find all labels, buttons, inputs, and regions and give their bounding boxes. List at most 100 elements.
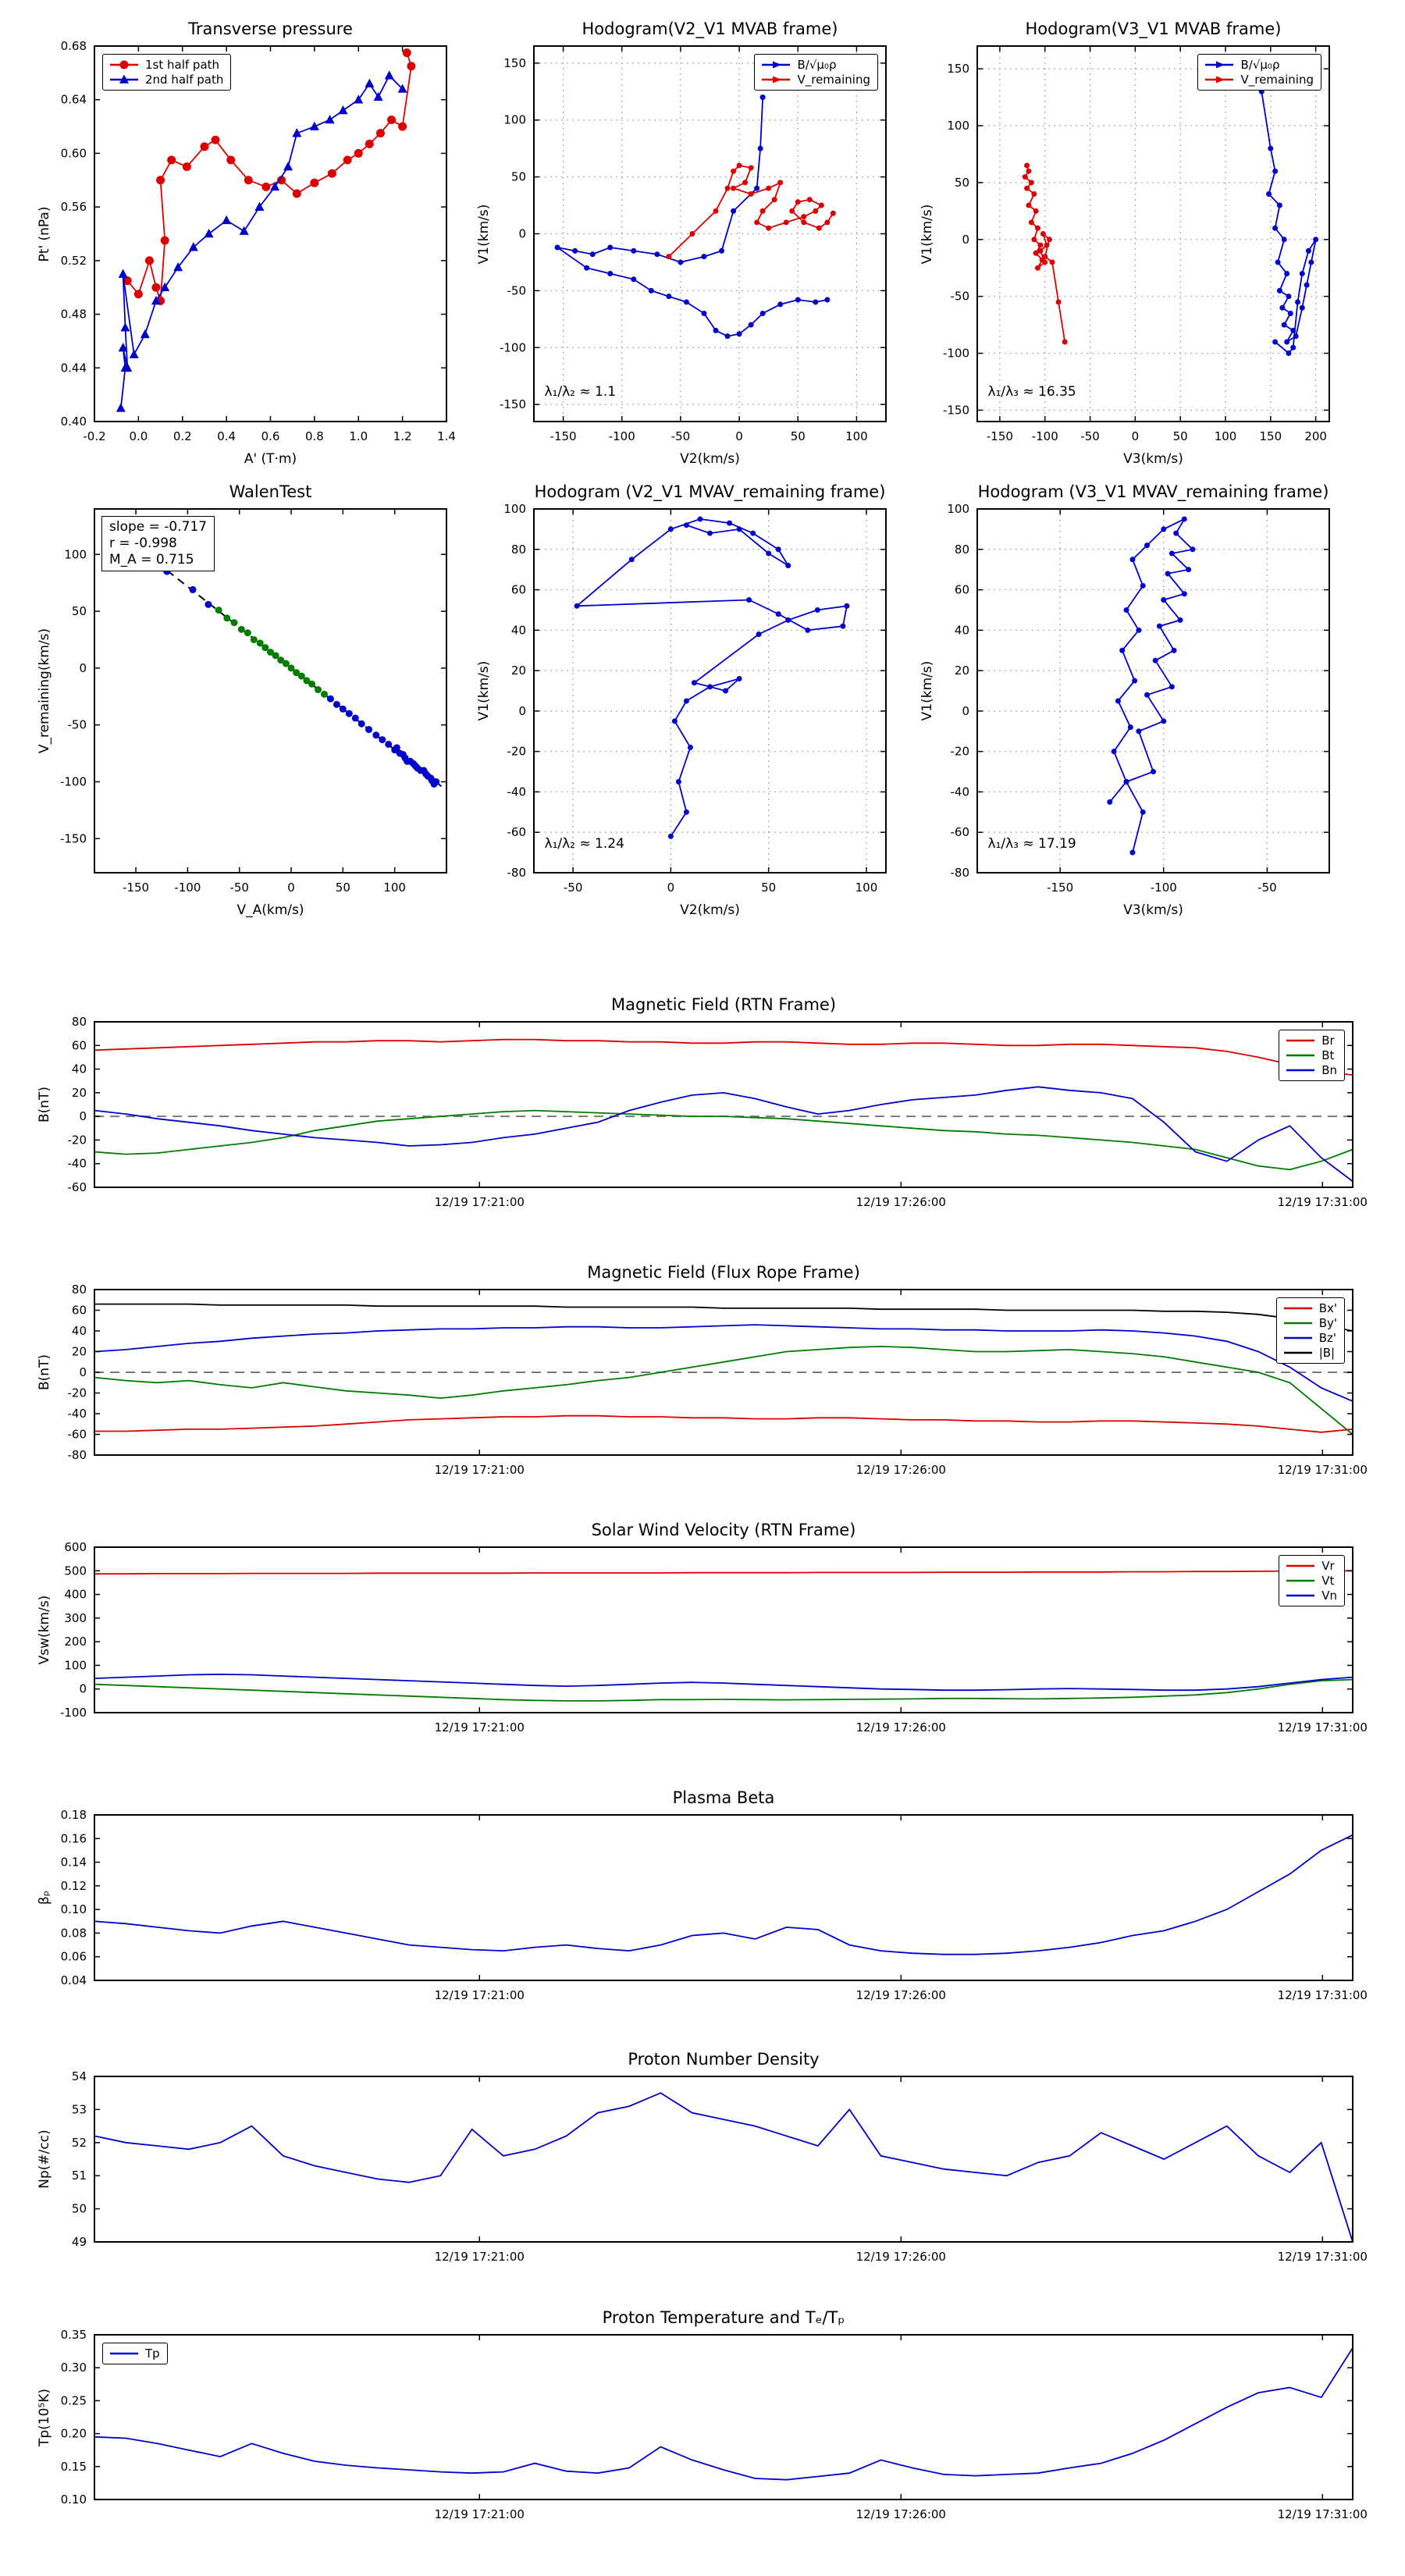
legend-swatch-icon (1286, 1579, 1315, 1582)
proton-temp-plot-area: 12/19 17:21:00 12/19 17:26:00 12/19 17:31:… (61, 2328, 1368, 2521)
legend-label: B/√μ₀ρ (797, 58, 837, 72)
y-tick-label: -100 (60, 775, 87, 789)
y-tick-label: 0 (79, 1365, 87, 1379)
legend-swatch-icon (1283, 1307, 1312, 1310)
x-tick-label: 12/19 17:26:00 (856, 1988, 946, 2002)
legend-entry: Tp (108, 2347, 160, 2360)
legend-swatch-icon (110, 60, 138, 69)
y-tick-label: 0 (518, 227, 526, 241)
legend-entry: Bz' (1282, 1332, 1337, 1344)
axes-frame (94, 508, 447, 873)
title-transverse-pressure: Transverse pressure (188, 20, 353, 38)
y-tick-label: 0.15 (61, 2460, 87, 2474)
legend-entry: Vt (1285, 1574, 1337, 1587)
title-mag-fluxrope: Magnetic Field (Flux Rope Frame) (587, 1263, 860, 1282)
legend-swatch-icon (762, 76, 791, 84)
y-tick-label: -150 (60, 831, 87, 845)
x-tick-label: 0.4 (217, 429, 236, 443)
y-tick-label: -80 (68, 1448, 87, 1462)
y-tick-label: 100 (947, 119, 969, 133)
x-tick-label: 12/19 17:31:00 (1278, 1720, 1368, 1735)
y-tick-label: 600 (64, 1540, 87, 1554)
y-tick-label: 40 (72, 1324, 87, 1338)
series-line (94, 1570, 1353, 1575)
title-hodogram-v2v1-mvab: Hodogram(V2_V1 MVAB frame) (582, 20, 838, 38)
y-tick-label: 300 (64, 1611, 87, 1625)
y-tick-label: 40 (955, 623, 969, 637)
legend-swatch-icon (1283, 1322, 1312, 1325)
x-tick-label: -100 (609, 429, 635, 443)
x-tick-label: 0 (735, 429, 743, 443)
legend-label: Br (1321, 1034, 1335, 1048)
legend-transverse-pressure: 1st half path 2nd half path (102, 54, 232, 91)
y-tick-label: 0.04 (61, 1973, 87, 1987)
x-tick-label: -100 (1032, 429, 1058, 443)
x-tick-label: -50 (671, 429, 691, 443)
legend-entry: Bt (1285, 1049, 1337, 1062)
panel-walen-test: -150 -100 -50 0 50 100 -150 -100 -50 0 50 100 WalenT… (37, 482, 447, 918)
y-tick-label: 500 (64, 1564, 87, 1578)
panel-hodogram-v2v1-mvab: -150 -100 -50 0 50 100 -150 -100 -50 0 50 100 150 Hod… (476, 20, 887, 467)
y-tick-label: -20 (68, 1133, 87, 1147)
hodogram-v2v1-mvab-plot-area: -150 -100 -50 0 50 100 -150 -100 -50 0 50 100 150 (500, 45, 887, 443)
legend-entry: By' (1282, 1317, 1337, 1329)
legend-mag-fluxrope: Bx' By' Bz' |B| (1275, 1297, 1345, 1364)
title-hodogram-v3v1-mvab: Hodogram(V3_V1 MVAB frame) (1025, 20, 1282, 38)
panel-mag-rtn: 12/19 17:21:00 12/19 17:26:00 12/19 17:31:… (37, 995, 1368, 1209)
xlabel-hodogram-v2v1-mvab: V2(km/s) (680, 451, 740, 467)
series-line (94, 2347, 1353, 2481)
legend-label: Vt (1321, 1574, 1335, 1588)
mag-rtn-plot-area: 12/19 17:21:00 12/19 17:26:00 12/19 17:31:… (68, 1015, 1368, 1209)
legend-label: Vn (1321, 1589, 1337, 1603)
y-tick-label: 150 (947, 62, 969, 76)
series-line (94, 1678, 1353, 1702)
legend-swatch-icon (1283, 1351, 1312, 1354)
title-velocity-rtn: Solar Wind Velocity (RTN Frame) (591, 1521, 856, 1539)
legend-swatch-icon (1283, 1336, 1312, 1340)
y-tick-label: 80 (72, 1283, 87, 1297)
y-tick-label: 50 (955, 176, 969, 190)
y-tick-label: 50 (72, 604, 87, 618)
title-walen-test: WalenTest (229, 482, 312, 501)
ylabel-mag-fluxrope: B(nT) (37, 1354, 52, 1391)
x-tick-label: 0 (1132, 429, 1140, 443)
ylabel-transverse-pressure: Pt' (nPa) (37, 206, 52, 262)
proton-density-plot-area: 12/19 17:21:00 12/19 17:26:00 12/19 17:31:… (72, 2069, 1368, 2264)
ylabel-hodogram-v3v1-mvav: V1(km/s) (919, 660, 935, 721)
title-plasma-beta: Plasma Beta (672, 1788, 775, 1807)
legend-proton-temp: Tp (102, 2343, 168, 2364)
hodogram-v3v1-mvav-plot-area: -150 -100 -50 -80 -60 -40 -20 0 20 40 60 80 100 (947, 502, 1330, 895)
x-tick-label: 50 (791, 429, 806, 443)
legend-entry: Vr (1285, 1560, 1337, 1572)
y-tick-label: 0.18 (61, 1808, 87, 1822)
x-tick-label: -150 (1047, 881, 1073, 895)
x-tick-label: 12/19 17:21:00 (435, 2507, 525, 2521)
x-tick-label: 12/19 17:31:00 (1278, 1463, 1368, 1477)
panel-hodogram-v3v1-mvab: -150 -100 -50 0 50 100 150 200 -150 -100 -50 0 50 100… (919, 20, 1330, 467)
y-tick-label: -20 (507, 745, 527, 759)
series-line (94, 1109, 1353, 1171)
ylabel-hodogram-v3v1-mvab: V1(km/s) (919, 204, 935, 264)
x-tick-label: 200 (1304, 429, 1327, 443)
axes-frame (94, 2334, 1353, 2500)
annotation-hodogram-v3v1-mvab: λ₁/λ₃ ≈ 16.35 (987, 383, 1076, 400)
legend-swatch-icon (1286, 1054, 1315, 1057)
y-tick-label: 0.06 (61, 1950, 87, 1964)
y-tick-label: 60 (72, 1038, 87, 1052)
y-tick-label: -60 (68, 1428, 87, 1442)
legend-label: 2nd half path (145, 73, 224, 87)
x-tick-label: -150 (550, 429, 577, 443)
xlabel-transverse-pressure: A' (T·m) (244, 451, 297, 467)
x-tick-label: 100 (855, 881, 878, 895)
y-tick-label: -40 (507, 785, 527, 799)
x-tick-label: 12/19 17:26:00 (856, 1195, 946, 1209)
x-tick-label: 1.2 (393, 429, 412, 443)
y-tick-label: 0.44 (61, 361, 87, 375)
y-tick-label: -50 (951, 290, 970, 304)
x-tick-label: 0.6 (261, 429, 280, 443)
y-tick-label: 60 (955, 583, 969, 597)
y-tick-label: 100 (64, 547, 87, 561)
xlabel-hodogram-v2v1-mvav: V2(km/s) (680, 902, 740, 918)
y-tick-label: 50 (511, 170, 526, 184)
x-tick-label: 12/19 17:31:00 (1278, 2507, 1368, 2521)
